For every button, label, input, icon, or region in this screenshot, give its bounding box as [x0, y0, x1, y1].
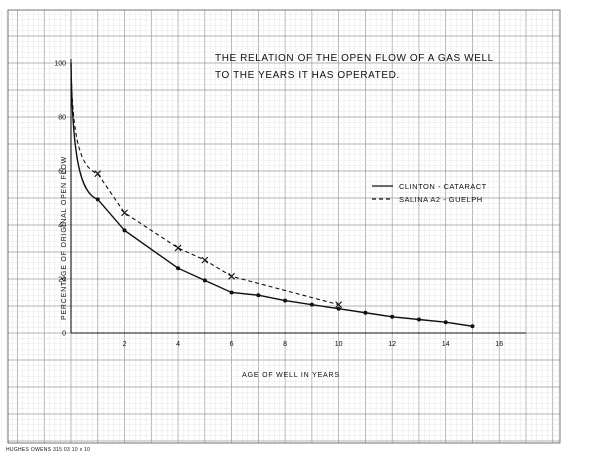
- data-point-salina: [174, 244, 182, 252]
- data-point-clinton: [443, 320, 448, 325]
- x-tick-label: 6: [230, 341, 234, 348]
- data-point-salina: [201, 256, 209, 264]
- data-point-salina: [228, 272, 235, 280]
- x-tick-label: 4: [176, 341, 180, 348]
- data-point-salina: [121, 209, 128, 217]
- series-line-salina: [70, 62, 339, 306]
- x-tick-labels: 2 4 6 8 10 12 14 16: [123, 341, 504, 348]
- data-point-clinton: [256, 293, 261, 298]
- data-point-clinton: [122, 228, 127, 233]
- y-tick-label: 20: [58, 277, 66, 284]
- y-tick-labels: 0 20 40 60 80 100: [54, 61, 66, 338]
- y-tick-label: 40: [58, 223, 66, 230]
- x-marker-stroke: [335, 301, 343, 309]
- legend-label-clinton: CLINTON - CATARACT: [399, 182, 487, 191]
- data-point-clinton: [176, 266, 181, 271]
- axes: [70, 59, 526, 334]
- x-marker-stroke: [228, 272, 235, 280]
- data-point-clinton: [202, 278, 207, 283]
- y-tick-label: 80: [58, 115, 66, 122]
- series-group: [70, 62, 475, 329]
- paper-border: [7, 9, 561, 444]
- x-tick-label: 14: [442, 341, 450, 348]
- data-point-clinton: [390, 314, 395, 319]
- x-axis-label: AGE OF WELL IN YEARS: [242, 372, 340, 379]
- data-point-clinton: [336, 306, 341, 311]
- legend: CLINTON - CATARACT SALINA A2 - GUELPH: [372, 182, 487, 204]
- data-point-clinton: [470, 324, 475, 329]
- data-point-clinton: [283, 298, 288, 303]
- chart-title-line-2: TO THE YEARS IT HAS OPERATED.: [215, 70, 400, 81]
- x-tick-label: 12: [388, 341, 396, 348]
- x-marker-stroke: [94, 170, 102, 178]
- y-tick-label: 60: [58, 169, 66, 176]
- data-point-salina: [94, 170, 102, 178]
- x-marker-stroke: [201, 256, 209, 264]
- data-point-clinton: [229, 290, 234, 295]
- x-tick-label: 2: [123, 341, 127, 348]
- grid: [1, 9, 561, 444]
- data-point-clinton: [95, 197, 100, 202]
- x-tick-label: 8: [283, 341, 287, 348]
- data-point-clinton: [309, 302, 314, 307]
- paper-footer: HUGHES OWENS 315 03 10 x 10: [6, 447, 90, 453]
- y-tick-label: 100: [54, 61, 66, 68]
- data-point-clinton: [416, 317, 421, 322]
- x-marker-stroke: [174, 244, 182, 252]
- x-tick-label: 10: [335, 341, 343, 348]
- data-point-clinton: [363, 310, 368, 315]
- y-axis-label: PERCENTAGE OF ORIGINAL OPEN FLOW: [61, 156, 68, 320]
- y-tick-label: 0: [62, 331, 66, 338]
- chart-title-line-1: THE RELATION OF THE OPEN FLOW OF A GAS W…: [215, 53, 494, 64]
- data-point-salina: [335, 301, 343, 309]
- x-marker-stroke: [121, 209, 128, 217]
- x-tick-label: 16: [495, 341, 503, 348]
- legend-label-salina: SALINA A2 - GUELPH: [399, 195, 483, 204]
